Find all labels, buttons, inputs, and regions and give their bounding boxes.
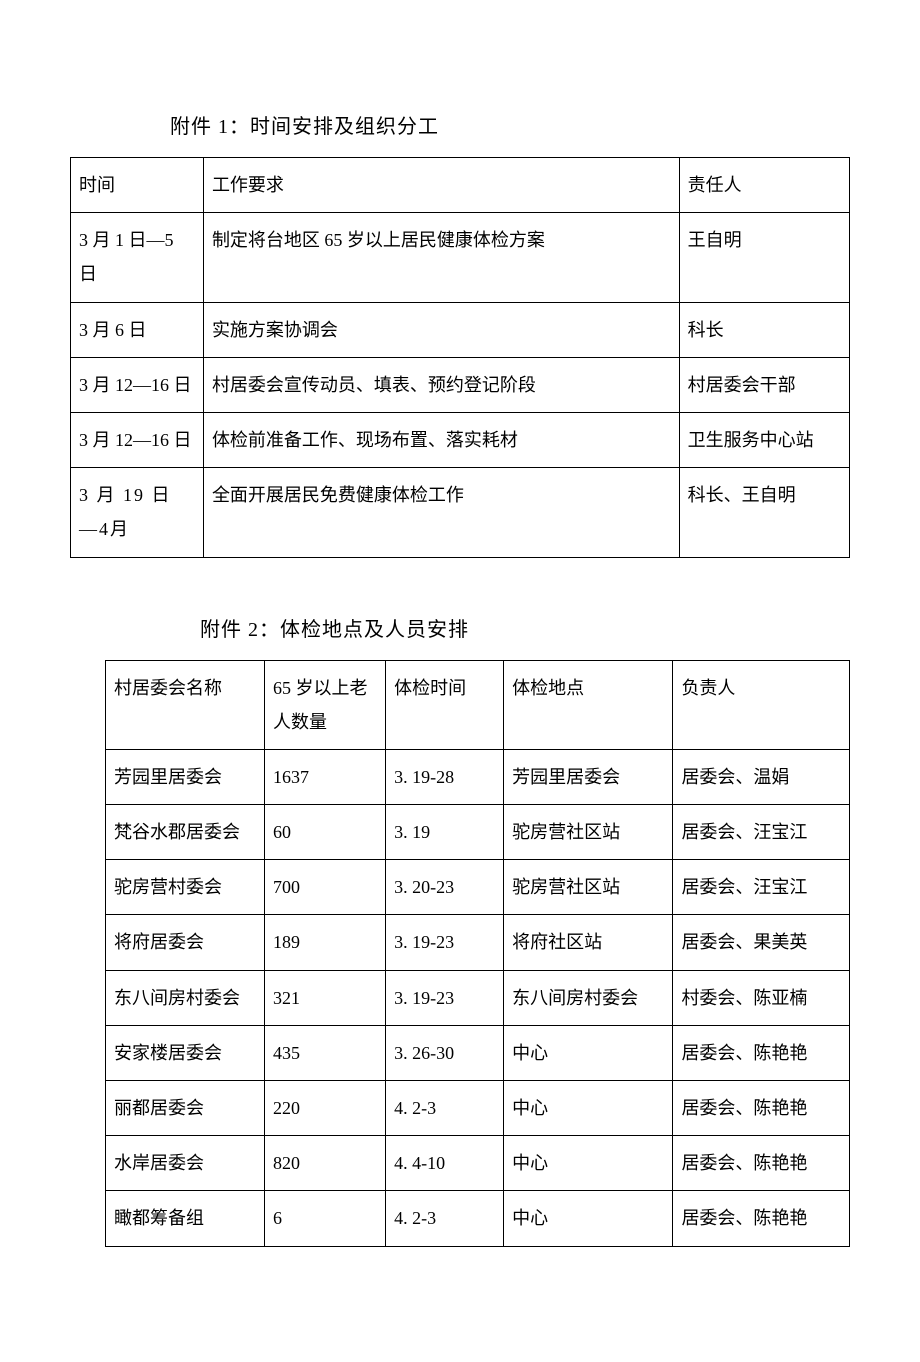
table-header-row: 村居委会名称 65 岁以上老人数量 体检时间 体检地点 负责人 xyxy=(106,660,850,749)
cell-committee: 丽都居委会 xyxy=(106,1081,265,1136)
schedule-table: 时间 工作要求 责任人 3 月 1 日—5 日 制定将台地区 65 岁以上居民健… xyxy=(70,157,850,558)
cell-person: 村委会、陈亚楠 xyxy=(673,970,850,1025)
cell-count: 189 xyxy=(265,915,386,970)
table-row: 将府居委会 189 3. 19-23 将府社区站 居委会、果美英 xyxy=(106,915,850,970)
cell-count: 820 xyxy=(265,1136,386,1191)
cell-committee: 安家楼居委会 xyxy=(106,1025,265,1080)
cell-requirement: 实施方案协调会 xyxy=(203,302,679,357)
cell-exam-time: 3. 19-28 xyxy=(386,749,504,804)
table-row: 3 月 19 日 —4月 全面开展居民免费健康体检工作 科长、王自明 xyxy=(71,468,850,557)
cell-responsible: 王自明 xyxy=(679,213,849,302)
table-row: 水岸居委会 820 4. 4-10 中心 居委会、陈艳艳 xyxy=(106,1136,850,1191)
cell-committee: 驼房营村委会 xyxy=(106,860,265,915)
cell-location: 东八间房村委会 xyxy=(504,970,673,1025)
cell-location: 中心 xyxy=(504,1136,673,1191)
header-exam-time: 体检时间 xyxy=(386,660,504,749)
cell-time: 3 月 6 日 xyxy=(71,302,204,357)
cell-location: 中心 xyxy=(504,1191,673,1246)
header-person: 负责人 xyxy=(673,660,850,749)
table-row: 芳园里居委会 1637 3. 19-28 芳园里居委会 居委会、温娟 xyxy=(106,749,850,804)
cell-exam-time: 3. 26-30 xyxy=(386,1025,504,1080)
header-committee: 村居委会名称 xyxy=(106,660,265,749)
attachment2-title: 附件 2：体检地点及人员安排 xyxy=(70,613,850,642)
table-row: 梵谷水郡居委会 60 3. 19 驼房营社区站 居委会、汪宝江 xyxy=(106,805,850,860)
cell-requirement: 村居委会宣传动员、填表、预约登记阶段 xyxy=(203,357,679,412)
cell-count: 435 xyxy=(265,1025,386,1080)
attachment1-title: 附件 1：时间安排及组织分工 xyxy=(70,110,850,139)
header-requirement: 工作要求 xyxy=(203,158,679,213)
cell-committee: 瞰都筹备组 xyxy=(106,1191,265,1246)
cell-time: 3 月 19 日 —4月 xyxy=(71,468,204,557)
cell-person: 居委会、果美英 xyxy=(673,915,850,970)
cell-committee: 将府居委会 xyxy=(106,915,265,970)
cell-location: 驼房营社区站 xyxy=(504,805,673,860)
table-row: 3 月 6 日 实施方案协调会 科长 xyxy=(71,302,850,357)
cell-location: 芳园里居委会 xyxy=(504,749,673,804)
cell-location: 驼房营社区站 xyxy=(504,860,673,915)
cell-person: 居委会、汪宝江 xyxy=(673,805,850,860)
table-row: 瞰都筹备组 6 4. 2-3 中心 居委会、陈艳艳 xyxy=(106,1191,850,1246)
table-row: 安家楼居委会 435 3. 26-30 中心 居委会、陈艳艳 xyxy=(106,1025,850,1080)
cell-count: 700 xyxy=(265,860,386,915)
cell-committee: 东八间房村委会 xyxy=(106,970,265,1025)
cell-exam-time: 3. 19 xyxy=(386,805,504,860)
cell-requirement: 全面开展居民免费健康体检工作 xyxy=(203,468,679,557)
header-location: 体检地点 xyxy=(504,660,673,749)
cell-count: 321 xyxy=(265,970,386,1025)
cell-responsible: 卫生服务中心站 xyxy=(679,412,849,467)
cell-time: 3 月 1 日—5 日 xyxy=(71,213,204,302)
cell-person: 居委会、陈艳艳 xyxy=(673,1025,850,1080)
cell-exam-time: 3. 20-23 xyxy=(386,860,504,915)
cell-count: 220 xyxy=(265,1081,386,1136)
cell-location: 中心 xyxy=(504,1081,673,1136)
table-row: 丽都居委会 220 4. 2-3 中心 居委会、陈艳艳 xyxy=(106,1081,850,1136)
cell-person: 居委会、陈艳艳 xyxy=(673,1081,850,1136)
cell-responsible: 科长、王自明 xyxy=(679,468,849,557)
cell-exam-time: 4. 4-10 xyxy=(386,1136,504,1191)
cell-person: 居委会、陈艳艳 xyxy=(673,1136,850,1191)
cell-committee: 芳园里居委会 xyxy=(106,749,265,804)
cell-person: 居委会、汪宝江 xyxy=(673,860,850,915)
cell-location: 将府社区站 xyxy=(504,915,673,970)
header-time: 时间 xyxy=(71,158,204,213)
cell-requirement: 体检前准备工作、现场布置、落实耗材 xyxy=(203,412,679,467)
cell-responsible: 村居委会干部 xyxy=(679,357,849,412)
table-header-row: 时间 工作要求 责任人 xyxy=(71,158,850,213)
cell-committee: 水岸居委会 xyxy=(106,1136,265,1191)
cell-person: 居委会、温娟 xyxy=(673,749,850,804)
table-row: 驼房营村委会 700 3. 20-23 驼房营社区站 居委会、汪宝江 xyxy=(106,860,850,915)
cell-time: 3 月 12—16 日 xyxy=(71,412,204,467)
table-row: 东八间房村委会 321 3. 19-23 东八间房村委会 村委会、陈亚楠 xyxy=(106,970,850,1025)
table-row: 3 月 1 日—5 日 制定将台地区 65 岁以上居民健康体检方案 王自明 xyxy=(71,213,850,302)
header-count: 65 岁以上老人数量 xyxy=(265,660,386,749)
cell-committee: 梵谷水郡居委会 xyxy=(106,805,265,860)
cell-time: 3 月 12—16 日 xyxy=(71,357,204,412)
location-table: 村居委会名称 65 岁以上老人数量 体检时间 体检地点 负责人 芳园里居委会 1… xyxy=(105,660,850,1247)
cell-location: 中心 xyxy=(504,1025,673,1080)
table-row: 3 月 12—16 日 体检前准备工作、现场布置、落实耗材 卫生服务中心站 xyxy=(71,412,850,467)
cell-exam-time: 4. 2-3 xyxy=(386,1191,504,1246)
cell-exam-time: 3. 19-23 xyxy=(386,970,504,1025)
cell-person: 居委会、陈艳艳 xyxy=(673,1191,850,1246)
cell-count: 6 xyxy=(265,1191,386,1246)
cell-count: 1637 xyxy=(265,749,386,804)
header-responsible: 责任人 xyxy=(679,158,849,213)
cell-exam-time: 4. 2-3 xyxy=(386,1081,504,1136)
cell-requirement: 制定将台地区 65 岁以上居民健康体检方案 xyxy=(203,213,679,302)
cell-exam-time: 3. 19-23 xyxy=(386,915,504,970)
cell-responsible: 科长 xyxy=(679,302,849,357)
table-row: 3 月 12—16 日 村居委会宣传动员、填表、预约登记阶段 村居委会干部 xyxy=(71,357,850,412)
cell-count: 60 xyxy=(265,805,386,860)
